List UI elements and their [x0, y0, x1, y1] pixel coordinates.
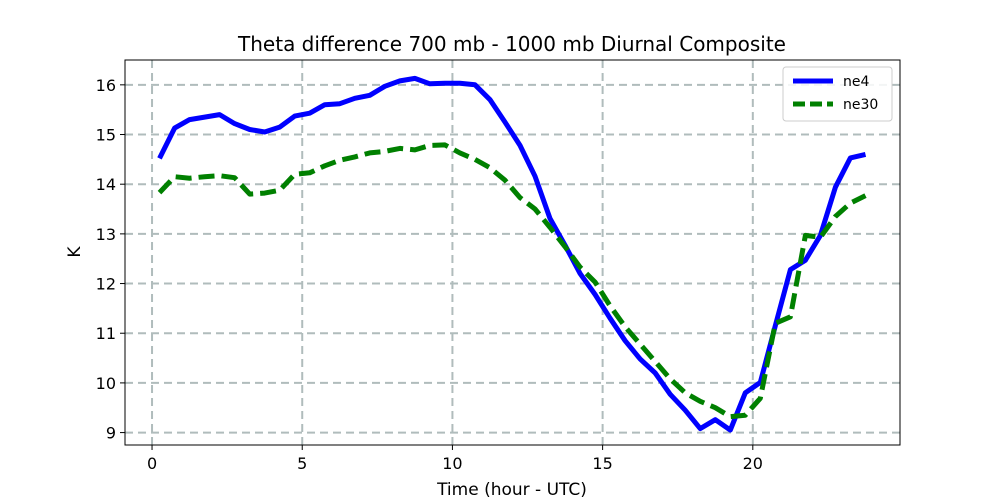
legend-label-ne30: ne30 [843, 97, 878, 113]
y-tick-label: 16 [96, 76, 116, 95]
x-tick-label: 5 [297, 454, 307, 473]
series-line-ne30 [157, 142, 867, 420]
series-layer [157, 75, 867, 433]
y-tick-label: 11 [96, 324, 116, 343]
y-tick-label: 13 [96, 225, 116, 244]
x-tick-label: 20 [743, 454, 763, 473]
y-axis-label: K [65, 246, 85, 258]
legend: ne4 ne30 [782, 66, 893, 122]
y-tick-label: 12 [96, 275, 116, 294]
x-tick-label: 10 [442, 454, 462, 473]
y-tick-label: 9 [106, 424, 116, 443]
axis-ticks: 0 5 10 15 20 9 10 11 12 13 14 15 16 [96, 76, 763, 473]
x-tick-label: 15 [592, 454, 612, 473]
x-axis-label: Time (hour - UTC) [436, 480, 587, 500]
x-tick-label: 0 [147, 454, 157, 473]
plot-frame [124, 59, 901, 446]
y-tick-label: 10 [96, 374, 116, 393]
series-line-ne4 [157, 75, 867, 433]
y-tick-label: 15 [96, 126, 116, 145]
y-tick-label: 14 [96, 175, 116, 194]
legend-label-ne4: ne4 [843, 74, 869, 90]
chart-title: Theta difference 700 mb - 1000 mb Diurna… [237, 32, 786, 56]
